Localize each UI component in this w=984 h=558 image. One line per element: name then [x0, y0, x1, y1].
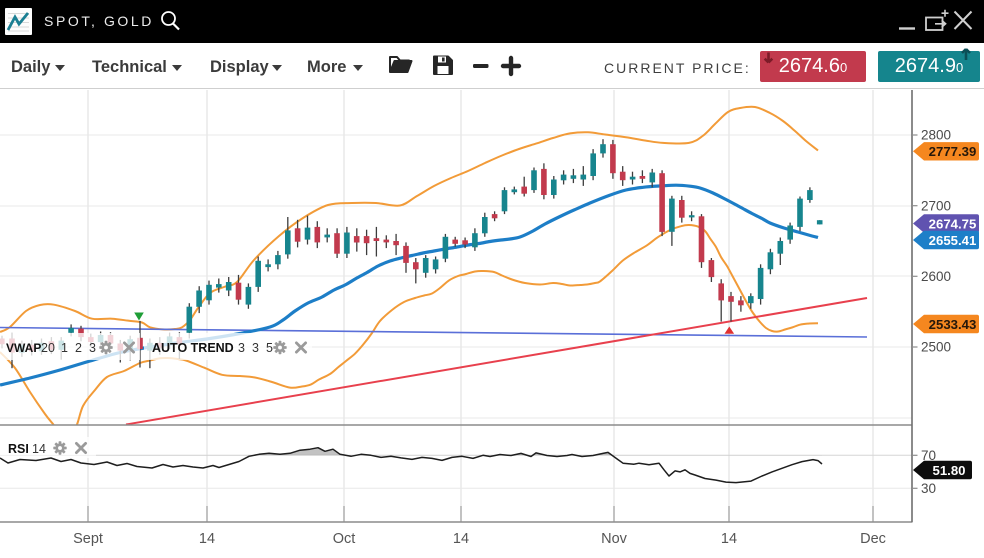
svg-text:2600: 2600	[921, 269, 951, 284]
svg-text:AUTO TREND: AUTO TREND	[152, 341, 234, 355]
svg-text:70: 70	[921, 448, 936, 463]
svg-text:2777.39: 2777.39	[929, 144, 977, 159]
svg-text:14: 14	[721, 531, 737, 547]
svg-text:14: 14	[199, 531, 215, 547]
svg-text:2700: 2700	[921, 198, 951, 213]
svg-text:2533.43: 2533.43	[929, 317, 977, 332]
svg-text:RSI: RSI	[8, 442, 29, 456]
svg-text:Nov: Nov	[601, 531, 628, 547]
svg-text:2674.75: 2674.75	[929, 216, 977, 231]
svg-text:Sept: Sept	[73, 531, 103, 547]
svg-text:Dec: Dec	[860, 531, 886, 547]
svg-text:14: 14	[32, 442, 46, 456]
svg-text:335: 335	[238, 341, 273, 355]
svg-text:2655.41: 2655.41	[929, 233, 977, 248]
svg-text:14: 14	[453, 531, 469, 547]
svg-text:2800: 2800	[921, 128, 951, 143]
svg-text:51.80: 51.80	[932, 463, 965, 478]
svg-text:30: 30	[921, 481, 936, 496]
svg-text:2500: 2500	[921, 340, 951, 355]
svg-text:Oct: Oct	[333, 531, 356, 547]
svg-text:VWAP: VWAP	[6, 341, 41, 355]
